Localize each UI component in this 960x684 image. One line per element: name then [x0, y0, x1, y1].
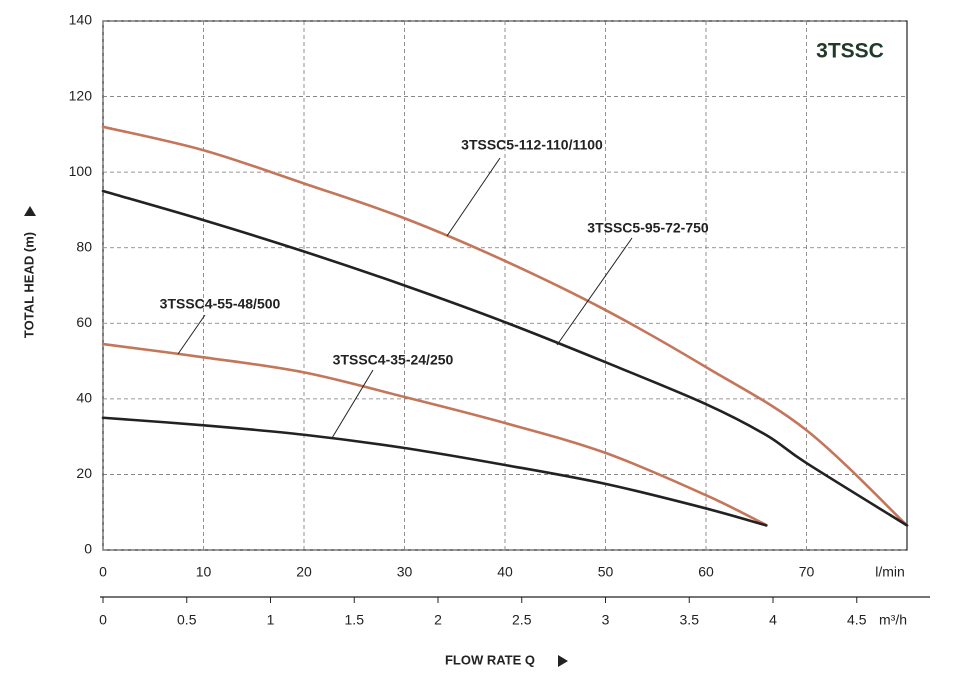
- y-tick-label: 100: [69, 163, 93, 179]
- curve: [101, 125, 909, 527]
- x-tick-label: 70: [799, 564, 815, 580]
- x-arrow: [558, 655, 568, 667]
- x-tick-label: 10: [196, 564, 212, 580]
- x-tick-label: 50: [598, 564, 614, 580]
- x2-tick-label: 0.5: [177, 612, 197, 628]
- x-tick-label: 30: [397, 564, 413, 580]
- y-tick-label: 120: [69, 87, 93, 103]
- x-tick-label: 40: [497, 564, 513, 580]
- x2-unit: m³/h: [879, 612, 907, 628]
- y-tick-label: 140: [69, 12, 93, 28]
- x2-tick-label: 2.5: [512, 612, 532, 628]
- leader-line: [177, 314, 206, 355]
- x2-tick-label: 1.5: [345, 612, 365, 628]
- x2-tick-label: 4: [769, 612, 777, 628]
- x-unit: l/min: [875, 564, 905, 580]
- x2-tick-label: 2: [434, 612, 442, 628]
- curve: [101, 189, 909, 527]
- x2-tick-label: 3: [602, 612, 610, 628]
- curve-label: 3TSSC5-95-72-750: [587, 220, 709, 236]
- leader-line: [331, 369, 374, 439]
- y-axis-label: TOTAL HEAD (m): [21, 232, 36, 338]
- x-tick-label: 60: [698, 564, 714, 580]
- y-tick-label: 20: [76, 465, 92, 481]
- chart-title: 3TSSC: [816, 40, 884, 63]
- x-axis-label: FLOW RATE Q: [445, 652, 535, 667]
- curve-label: 3TSSC5-112-110/1100: [461, 137, 603, 153]
- y-arrow: [24, 206, 36, 216]
- x-tick-label: 20: [296, 564, 312, 580]
- leader-line: [446, 157, 501, 237]
- y-tick-label: 80: [76, 238, 92, 254]
- curve: [101, 416, 768, 527]
- x-tick-label: 0: [99, 564, 107, 580]
- y-tick-label: 0: [84, 541, 92, 557]
- x2-tick-label: 4.5: [847, 612, 867, 628]
- curve-label: 3TSSC4-35-24/250: [333, 352, 454, 368]
- x2-tick-label: 1: [267, 612, 275, 628]
- curve-label: 3TSSC4-55-48/500: [160, 296, 281, 312]
- curve: [101, 342, 768, 527]
- x2-tick-label: 3.5: [680, 612, 700, 628]
- y-tick-label: 60: [76, 314, 92, 330]
- leader-line: [556, 237, 633, 346]
- x2-tick-label: 0: [99, 612, 107, 628]
- y-tick-label: 40: [76, 390, 92, 406]
